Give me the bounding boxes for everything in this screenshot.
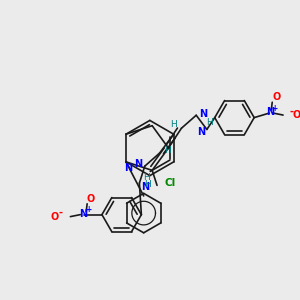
Text: N: N xyxy=(197,128,205,137)
Text: Cl: Cl xyxy=(165,178,176,188)
Text: O: O xyxy=(272,92,280,102)
Text: O: O xyxy=(87,194,95,204)
Text: H: H xyxy=(206,118,213,127)
Text: N: N xyxy=(266,107,274,117)
Text: -: - xyxy=(58,208,62,218)
Text: H: H xyxy=(170,120,177,129)
Text: N: N xyxy=(141,182,149,192)
Text: H: H xyxy=(144,180,151,189)
Text: O: O xyxy=(50,212,59,222)
Text: O: O xyxy=(293,110,300,120)
Text: N: N xyxy=(134,159,142,169)
Text: H: H xyxy=(164,146,171,155)
Text: +: + xyxy=(271,104,277,113)
Text: N: N xyxy=(124,163,132,173)
Text: +: + xyxy=(85,205,91,214)
Text: N: N xyxy=(79,209,87,219)
Text: H: H xyxy=(143,173,150,182)
Text: -: - xyxy=(290,107,294,117)
Text: N: N xyxy=(199,109,207,119)
